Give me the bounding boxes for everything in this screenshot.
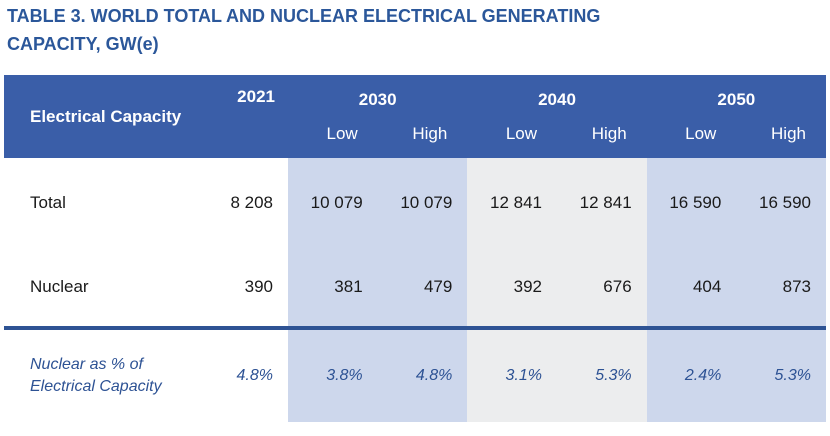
header-2050-high: High (771, 123, 806, 143)
table-cell-total-2050-low: 16 590 (646, 158, 737, 248)
table-cell-nuclear-2040-low: 392 (467, 248, 557, 326)
header-2050-low: Low (685, 123, 717, 143)
table-cell-total-2040-low: 12 841 (467, 158, 557, 248)
table-cell-nuclear-2050-low: 404 (646, 248, 737, 326)
table-cell-total-2030-low: 10 079 (288, 158, 378, 248)
header-2030-high: High (412, 123, 448, 143)
header-year-2040: 2040 (538, 90, 576, 109)
header-group-2040: 2040 Low High (467, 75, 647, 158)
header-subs-2040: Low High (467, 119, 646, 158)
header-row-label: Electrical Capacity (4, 75, 214, 158)
row-label-total: Total (30, 193, 66, 212)
table-cell-total-2040-high: 12 841 (556, 158, 647, 248)
table-cell-pct-2050-high: 5.3% (736, 330, 826, 422)
table-cell-total-2050-high: 16 590 (736, 158, 826, 248)
table-cell-nuclear-2040-high: 676 (556, 248, 647, 326)
table-cell-nuclear-2030-low: 381 (288, 248, 378, 326)
table-cell-pct-2030-high: 4.8% (377, 330, 468, 422)
footer-row-label: Nuclear as % of Electrical Capacity (30, 355, 162, 395)
table-cell-pct-2030-low: 3.8% (288, 330, 378, 422)
header-subs-2030: Low High (288, 119, 467, 158)
table-cell-pct-2040-high: 5.3% (556, 330, 647, 422)
header-subs-2050: Low High (647, 119, 826, 158)
header-2030-low: Low (326, 123, 358, 143)
table-title: TABLE 3. WORLD TOTAL AND NUCLEAR ELECTRI… (7, 6, 601, 54)
table-cell-pct-2040-low: 3.1% (467, 330, 557, 422)
table-cell-nuclear-2050-high: 873 (736, 248, 826, 326)
table-cell-pct-2050-low: 2.4% (646, 330, 737, 422)
row-label-nuclear: Nuclear (30, 277, 89, 296)
header-year-2030: 2030 (358, 90, 397, 109)
header-year-2050: 2050 (717, 90, 756, 109)
separator-rule (4, 326, 826, 330)
header-group-2050: 2050 Low High (646, 75, 826, 158)
table-cell-total-2021: 8 208 (230, 193, 273, 212)
table-cell-pct-2021: 4.8% (236, 367, 273, 384)
header-2040-low: Low (505, 123, 537, 143)
capacity-table: Electrical Capacity 2021 2030 Low High 2… (4, 75, 826, 422)
header-group-2030: 2030 Low High (288, 75, 468, 158)
table-cell-total-2030-high: 10 079 (377, 158, 468, 248)
table-cell-nuclear-2030-high: 479 (377, 248, 468, 326)
header-2040-high: High (591, 123, 627, 143)
header-year-2021: 2021 (214, 75, 288, 158)
table-cell-nuclear-2021: 390 (244, 277, 273, 296)
